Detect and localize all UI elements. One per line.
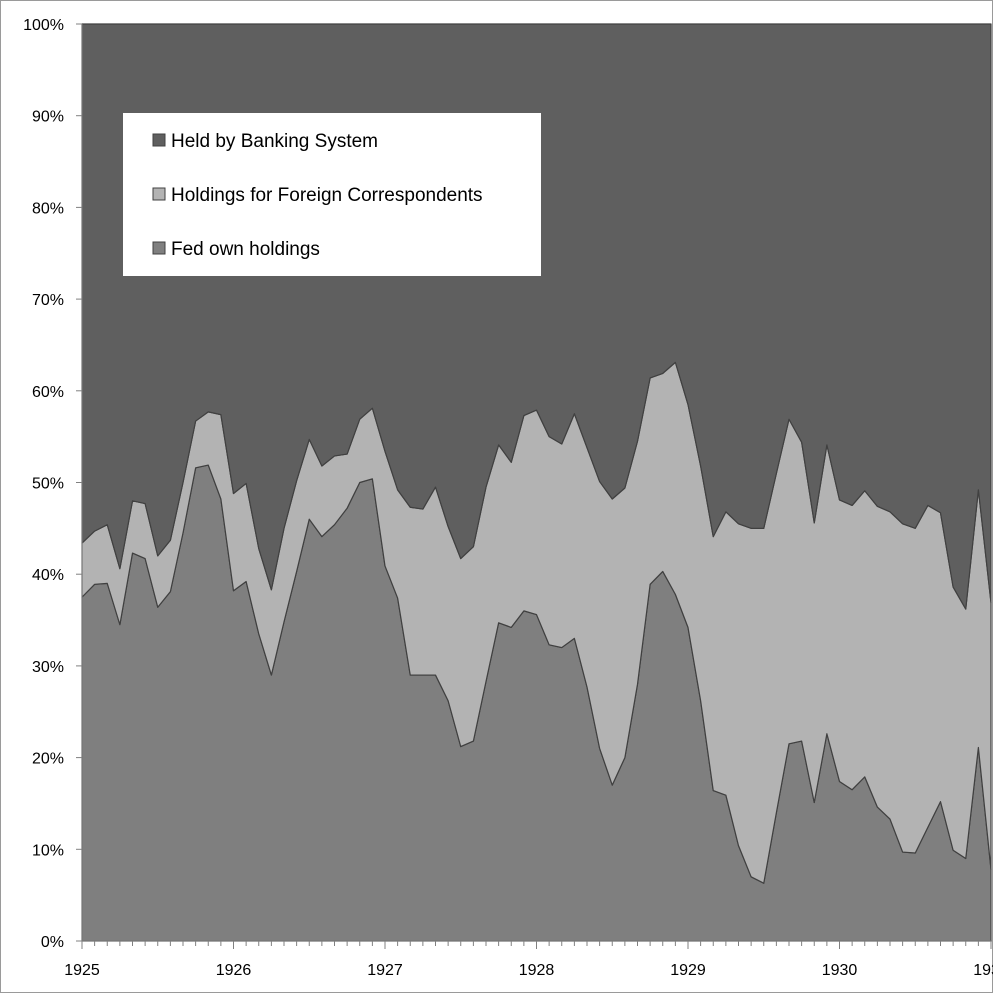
y-tick-label: 0% bbox=[41, 934, 64, 951]
legend-swatch bbox=[152, 133, 166, 147]
y-tick-label: 30% bbox=[32, 659, 64, 676]
y-tick-label: 50% bbox=[32, 476, 64, 493]
y-tick-label: 20% bbox=[32, 751, 64, 768]
legend-swatch bbox=[152, 241, 166, 255]
legend: Held by Banking System Holdings for Forei… bbox=[123, 113, 541, 276]
y-tick-label: 100% bbox=[23, 17, 64, 34]
y-tick-label: 80% bbox=[32, 200, 64, 217]
x-tick-label: 1929 bbox=[670, 962, 706, 979]
x-axis: 1925 1926 1927 1928 1929 1930 1931 bbox=[64, 940, 993, 979]
legend-label: Held by Banking System bbox=[171, 131, 378, 152]
legend-label: Holdings for Foreign Correspondents bbox=[171, 185, 483, 206]
y-axis: 0% 10% 20% 30% 40% 50% 60% 70% 80% 90% 100% bbox=[23, 17, 83, 951]
y-tick-label: 90% bbox=[32, 109, 64, 126]
x-tick-label: 1928 bbox=[519, 962, 555, 979]
y-tick-label: 70% bbox=[32, 292, 64, 309]
legend-swatch bbox=[152, 187, 166, 201]
y-tick-label: 60% bbox=[32, 384, 64, 401]
y-tick-label: 10% bbox=[32, 842, 64, 859]
x-tick-label: 1925 bbox=[64, 962, 100, 979]
legend-box bbox=[123, 113, 541, 276]
x-tick-label: 1931 bbox=[973, 962, 993, 979]
y-tick-label: 40% bbox=[32, 567, 64, 584]
legend-label: Fed own holdings bbox=[171, 239, 320, 260]
x-tick-label: 1930 bbox=[822, 962, 858, 979]
x-tick-label: 1926 bbox=[216, 962, 252, 979]
x-tick-label: 1927 bbox=[367, 962, 403, 979]
